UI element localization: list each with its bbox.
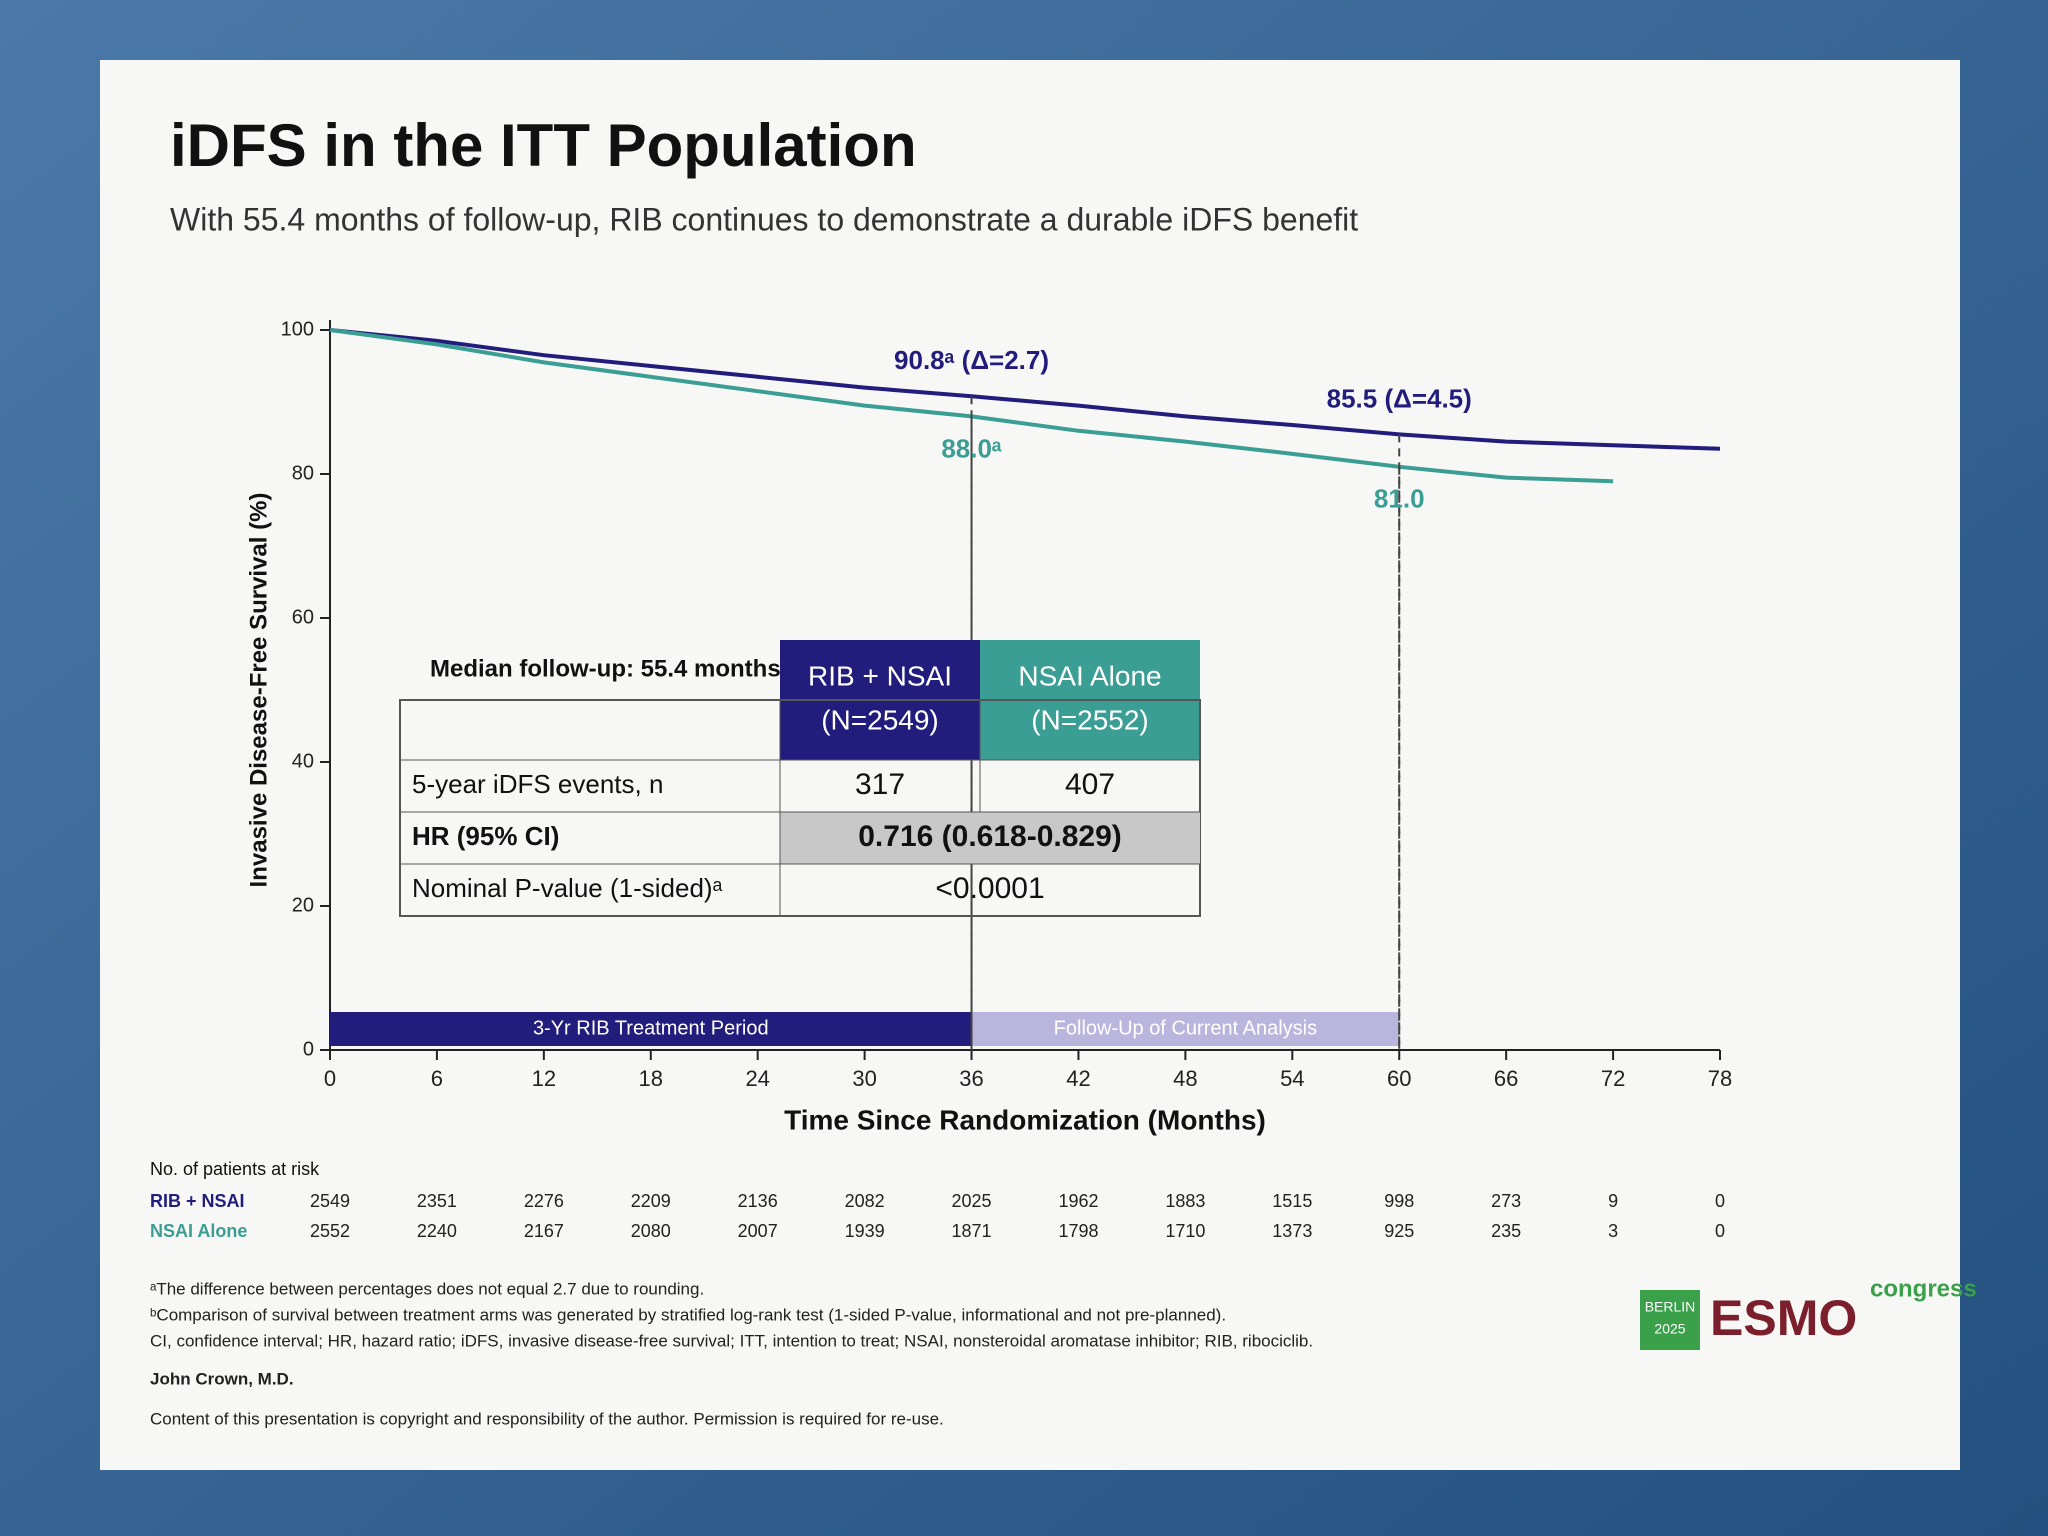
slide-title: iDFS in the ITT Population bbox=[170, 112, 917, 179]
at-risk-count: 1373 bbox=[1272, 1221, 1312, 1241]
at-risk-count: 2136 bbox=[738, 1191, 778, 1211]
table-row-label: Nominal P-value (1-sided)ᵃ bbox=[412, 873, 723, 903]
period-bar bbox=[971, 1012, 1400, 1046]
table-header: (N=2552) bbox=[1031, 704, 1149, 735]
at-risk-count: 2082 bbox=[845, 1191, 885, 1211]
at-risk-count: 1962 bbox=[1058, 1191, 1098, 1211]
at-risk-count: 2080 bbox=[631, 1221, 671, 1241]
y-tick-label: 20 bbox=[292, 894, 314, 916]
period-bar bbox=[330, 1012, 972, 1046]
at-risk-count: 1883 bbox=[1165, 1191, 1205, 1211]
logo-city: BERLIN bbox=[1645, 1299, 1696, 1315]
at-risk-count: 2552 bbox=[310, 1221, 350, 1241]
table-row-label: 5-year iDFS events, n bbox=[412, 769, 663, 799]
footnote: CI, confidence interval; HR, hazard rati… bbox=[150, 1331, 1313, 1350]
at-risk-count: 2209 bbox=[631, 1191, 671, 1211]
table-cell: 0.716 (0.618-0.829) bbox=[858, 820, 1122, 853]
at-risk-count: 2240 bbox=[417, 1221, 457, 1241]
x-tick-label: 36 bbox=[959, 1066, 983, 1091]
period-label: Follow-Up of Current Analysis bbox=[1054, 1017, 1317, 1039]
at-risk-count: 1871 bbox=[952, 1221, 992, 1241]
table-header: NSAI Alone bbox=[1018, 660, 1161, 691]
logo-badge bbox=[1640, 1290, 1700, 1350]
x-tick-label: 78 bbox=[1708, 1066, 1732, 1091]
x-tick-label: 30 bbox=[852, 1066, 876, 1091]
annotation: 81.0 bbox=[1374, 484, 1425, 514]
at-risk-count: 3 bbox=[1608, 1221, 1618, 1241]
logo-name: ESMO bbox=[1710, 1290, 1857, 1346]
at-risk-count: 2351 bbox=[417, 1191, 457, 1211]
period-label: 3-Yr RIB Treatment Period bbox=[533, 1017, 769, 1039]
at-risk-count: 1515 bbox=[1272, 1191, 1312, 1211]
table-shade bbox=[780, 812, 1200, 864]
y-axis-title: Invasive Disease-Free Survival (%) bbox=[245, 493, 272, 888]
logo-year: 2025 bbox=[1654, 1321, 1685, 1337]
x-axis-title: Time Since Randomization (Months) bbox=[784, 1104, 1266, 1135]
footnote: ᵇComparison of survival between treatmen… bbox=[150, 1305, 1226, 1324]
at-risk-count: 2549 bbox=[310, 1191, 350, 1211]
at-risk-count: 1939 bbox=[845, 1221, 885, 1241]
annotation: 88.0ᵃ bbox=[941, 433, 1002, 463]
table-cell: 407 bbox=[1065, 768, 1115, 801]
x-tick-label: 54 bbox=[1280, 1066, 1304, 1091]
x-tick-label: 12 bbox=[532, 1066, 556, 1091]
at-risk-count: 998 bbox=[1384, 1191, 1414, 1211]
survival-curve bbox=[329, 328, 1721, 451]
at-risk-count: 925 bbox=[1384, 1221, 1414, 1241]
slide-panel bbox=[100, 60, 1960, 1470]
table-cell: 317 bbox=[855, 768, 905, 801]
at-risk-count: 1710 bbox=[1165, 1221, 1205, 1241]
x-tick-label: 24 bbox=[745, 1066, 769, 1091]
x-tick-label: 0 bbox=[324, 1066, 336, 1091]
at-risk-count: 1798 bbox=[1058, 1221, 1098, 1241]
x-tick-label: 66 bbox=[1494, 1066, 1518, 1091]
at-risk-count: 235 bbox=[1491, 1221, 1521, 1241]
y-tick-label: 60 bbox=[292, 606, 314, 628]
at-risk-count: 9 bbox=[1608, 1191, 1618, 1211]
table-cell: <0.0001 bbox=[935, 872, 1044, 905]
x-tick-label: 48 bbox=[1173, 1066, 1197, 1091]
at-risk-count: 0 bbox=[1715, 1221, 1725, 1241]
at-risk-title: No. of patients at risk bbox=[150, 1159, 320, 1179]
x-tick-label: 60 bbox=[1387, 1066, 1411, 1091]
table-frame bbox=[399, 699, 1201, 917]
table-header: (N=2549) bbox=[821, 704, 939, 735]
table-header: RIB + NSAI bbox=[808, 660, 952, 691]
at-risk-count: 2007 bbox=[738, 1221, 778, 1241]
at-risk-count: 273 bbox=[1491, 1191, 1521, 1211]
copyright: Content of this presentation is copyrigh… bbox=[150, 1409, 944, 1428]
at-risk-count: 0 bbox=[1715, 1191, 1725, 1211]
slide-subtitle: With 55.4 months of follow-up, RIB conti… bbox=[170, 201, 1358, 237]
x-tick-label: 42 bbox=[1066, 1066, 1090, 1091]
table-caption: Median follow-up: 55.4 months bbox=[430, 655, 781, 682]
at-risk-row-label: NSAI Alone bbox=[150, 1221, 247, 1241]
annotation: 85.5 (Δ=4.5) bbox=[1327, 383, 1472, 413]
y-tick-label: 100 bbox=[281, 318, 314, 340]
y-tick-label: 0 bbox=[303, 1038, 314, 1060]
author: John Crown, M.D. bbox=[150, 1369, 294, 1388]
y-tick-label: 80 bbox=[292, 462, 314, 484]
at-risk-count: 2276 bbox=[524, 1191, 564, 1211]
table-row-label: HR (95% CI) bbox=[412, 821, 559, 851]
annotation: 90.8ᵃ (Δ=2.7) bbox=[894, 345, 1049, 375]
footnote: ᵃThe difference between percentages does… bbox=[150, 1279, 704, 1298]
x-tick-label: 72 bbox=[1601, 1066, 1625, 1091]
x-tick-label: 6 bbox=[431, 1066, 443, 1091]
logo-word: congress bbox=[1870, 1275, 1977, 1302]
at-risk-count: 2025 bbox=[952, 1191, 992, 1211]
y-tick-label: 40 bbox=[292, 750, 314, 772]
at-risk-count: 2167 bbox=[524, 1221, 564, 1241]
at-risk-row-label: RIB + NSAI bbox=[150, 1191, 245, 1211]
x-tick-label: 18 bbox=[639, 1066, 663, 1091]
